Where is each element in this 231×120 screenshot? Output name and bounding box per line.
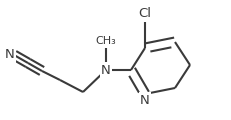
Text: N: N bbox=[101, 63, 111, 77]
Text: N: N bbox=[4, 48, 14, 61]
Text: CH₃: CH₃ bbox=[96, 36, 116, 46]
Text: N: N bbox=[140, 94, 150, 107]
Text: Cl: Cl bbox=[139, 7, 152, 20]
